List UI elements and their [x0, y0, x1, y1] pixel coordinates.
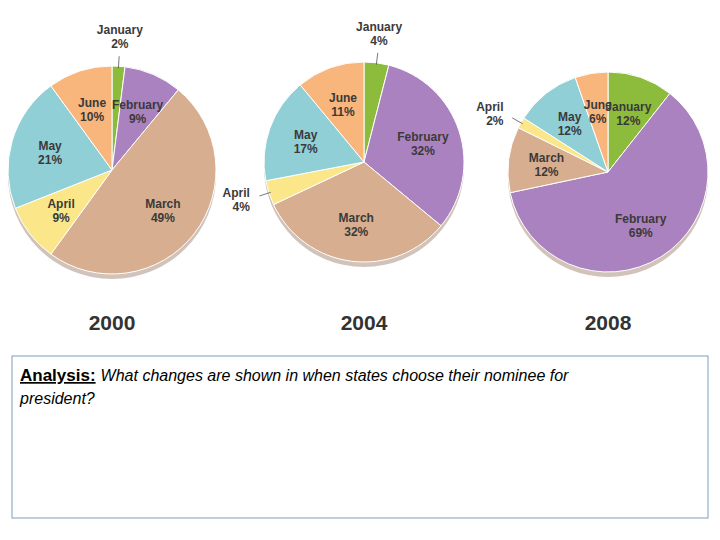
slice-value: 4% — [233, 200, 251, 214]
slice-label: May17% — [294, 128, 318, 156]
slice-label: March32% — [339, 211, 374, 239]
slice-category: May — [38, 139, 62, 153]
slice-label: June11% — [329, 91, 357, 119]
slice-category: January — [97, 23, 143, 37]
slice-category: May — [294, 128, 318, 142]
slice-label: June6% — [584, 98, 612, 126]
slice-category: June — [584, 98, 612, 112]
slice-value: 6% — [589, 112, 607, 126]
pie-chart: January2%February9%March49%April9%May21%… — [8, 23, 216, 279]
slice-label: March49% — [145, 197, 180, 225]
slice-label: January2% — [97, 23, 143, 51]
slice-category: June — [329, 91, 357, 105]
slice-category: March — [145, 197, 180, 211]
slice-label: April4% — [223, 186, 251, 214]
slice-category: January — [356, 20, 402, 34]
slice-category: February — [615, 212, 667, 226]
slice-category: June — [78, 96, 106, 110]
slice-category: January — [605, 100, 651, 114]
slice-value: 10% — [80, 110, 104, 124]
pie-chart: January4%February32%March32%April4%May17… — [223, 20, 464, 267]
analysis-heading: Analysis: — [20, 366, 96, 385]
canvas: January2%February9%March49%April9%May21%… — [0, 0, 720, 540]
analysis-question: president? — [19, 390, 95, 407]
slice-value: 32% — [411, 144, 435, 158]
slice-value: 9% — [129, 112, 147, 126]
slice-label: April2% — [476, 100, 504, 128]
slice-value: 49% — [151, 211, 175, 225]
slice-category: April — [47, 197, 74, 211]
pie-rim — [8, 71, 216, 279]
slice-value: 32% — [344, 225, 368, 239]
slice-label: January4% — [356, 20, 402, 48]
slice-category: April — [476, 100, 503, 114]
slice-category: February — [112, 98, 164, 112]
slice-label: February32% — [397, 130, 449, 158]
slice-category: March — [529, 151, 564, 165]
slice-value: 21% — [38, 153, 62, 167]
slice-label: February69% — [615, 212, 667, 240]
slice-value: 4% — [370, 34, 388, 48]
slice-label: January12% — [605, 100, 651, 128]
slice-value: 12% — [558, 124, 582, 138]
slice-label: May21% — [38, 139, 62, 167]
slice-category: April — [223, 186, 250, 200]
leader-line — [118, 56, 120, 68]
leader-line — [376, 53, 378, 65]
slice-value: 12% — [616, 114, 640, 128]
pie-chart: January12%February69%March12%April2%May1… — [476, 72, 708, 277]
slice-category: March — [339, 211, 374, 225]
slice-label: February9% — [112, 98, 164, 126]
slice-value: 12% — [534, 165, 558, 179]
slice-value: 2% — [486, 114, 504, 128]
chart-title: 2004 — [341, 311, 388, 334]
pie-rim — [508, 77, 708, 277]
slice-category: February — [397, 130, 449, 144]
slice-label: June10% — [78, 96, 106, 124]
slice-value: 11% — [331, 105, 355, 119]
chart-title: 2000 — [89, 311, 136, 334]
chart-title: 2008 — [585, 311, 632, 334]
leader-line — [512, 118, 522, 124]
slice-value: 69% — [629, 226, 653, 240]
slice-value: 2% — [111, 37, 129, 51]
slice-category: May — [558, 110, 582, 124]
leader-line — [259, 192, 270, 196]
slice-label: March12% — [529, 151, 564, 179]
slice-label: April9% — [47, 197, 74, 225]
slice-label: May12% — [558, 110, 582, 138]
slice-value: 17% — [294, 142, 318, 156]
slice-value: 9% — [52, 211, 70, 225]
analysis-question: What changes are shown in when states ch… — [101, 367, 569, 384]
analysis-box — [12, 356, 708, 518]
